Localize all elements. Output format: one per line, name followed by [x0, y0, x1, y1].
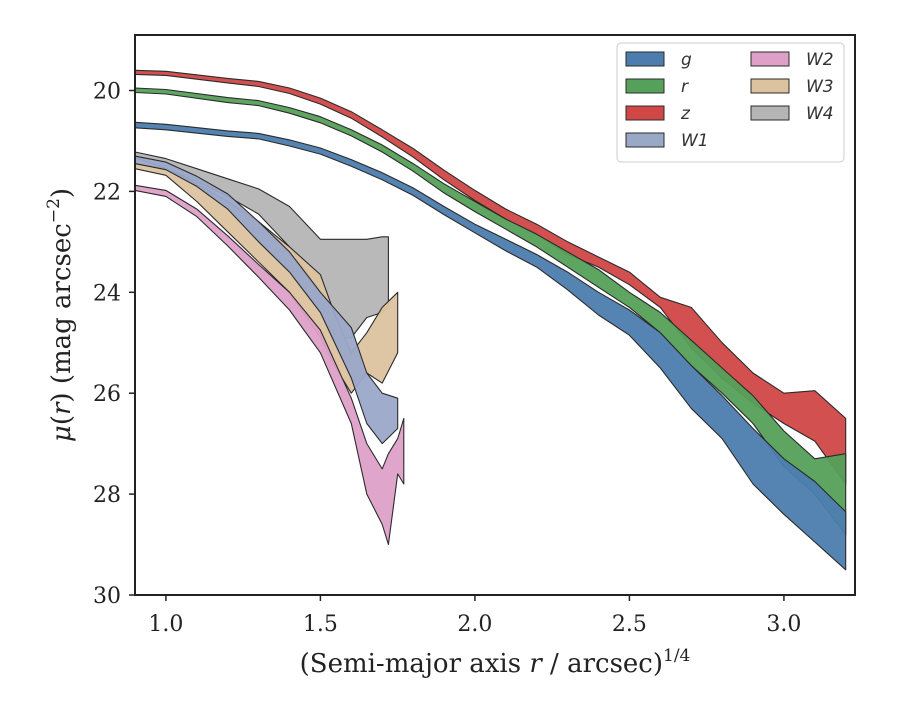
y-axis-label-exponent: −2	[44, 198, 64, 223]
y-tick-label: 20	[93, 79, 121, 104]
y-axis-label-var: r	[47, 401, 77, 415]
legend-label-w1: W1	[681, 131, 709, 151]
x-axis-label: (Semi-major axis r / arcsec)1/4	[300, 646, 691, 679]
x-tick-label: 3.0	[766, 612, 801, 637]
legend-swatch-r	[625, 78, 665, 94]
legend-box	[616, 42, 845, 163]
band-layer	[134, 69, 847, 571]
y-axis: 20 22 24 26 28 30	[93, 79, 135, 609]
legend: grz W1 W2 W3 W4	[616, 42, 845, 163]
legend-swatch-g	[625, 51, 665, 67]
x-tick-label: 2.0	[457, 612, 492, 637]
plot-frame	[134, 34, 856, 596]
legend-label-r: r	[681, 77, 689, 97]
y-axis-label-mu: μ	[47, 425, 77, 442]
legend-swatch-w2	[750, 51, 790, 67]
band-w2	[134, 184, 405, 546]
x-axis-label-var: r	[529, 649, 543, 679]
x-tick-label: 1.0	[148, 612, 183, 637]
y-tick-label: 28	[93, 483, 121, 508]
y-axis-label-units: ) (mag arcsec	[47, 223, 77, 402]
legend-label-z: z	[680, 104, 691, 124]
y-tick-label: 22	[93, 180, 121, 205]
legend-label-w4: W4	[806, 104, 834, 124]
x-axis: 1.0 1.5 2.0 2.5 3.0	[148, 595, 801, 637]
y-axis-label-open: (	[47, 415, 77, 425]
band-w1	[134, 155, 399, 445]
band-g	[134, 121, 847, 571]
legend-swatch-w4	[750, 105, 790, 121]
y-tick-label: 26	[93, 382, 121, 407]
y-axis-label-end: )	[47, 188, 77, 198]
legend-label-w2: W2	[806, 50, 834, 70]
y-tick-label: 30	[93, 584, 121, 609]
x-tick-label: 1.5	[303, 612, 338, 637]
y-axis-label: μ(r) (mag arcsec−2)	[44, 188, 77, 442]
legend-label-g: g	[681, 50, 692, 70]
x-axis-label-post: / arcsec)	[542, 649, 663, 679]
x-tick-label: 2.5	[612, 612, 647, 637]
y-tick-label: 24	[93, 281, 121, 306]
legend-swatch-w1	[625, 132, 665, 148]
legend-label-w3: W3	[806, 77, 834, 97]
legend-swatch-w3	[750, 78, 790, 94]
x-axis-label-exponent: 1/4	[663, 646, 690, 666]
x-axis-label-pre: (Semi-major axis	[300, 649, 530, 679]
legend-swatch-z	[625, 105, 665, 121]
